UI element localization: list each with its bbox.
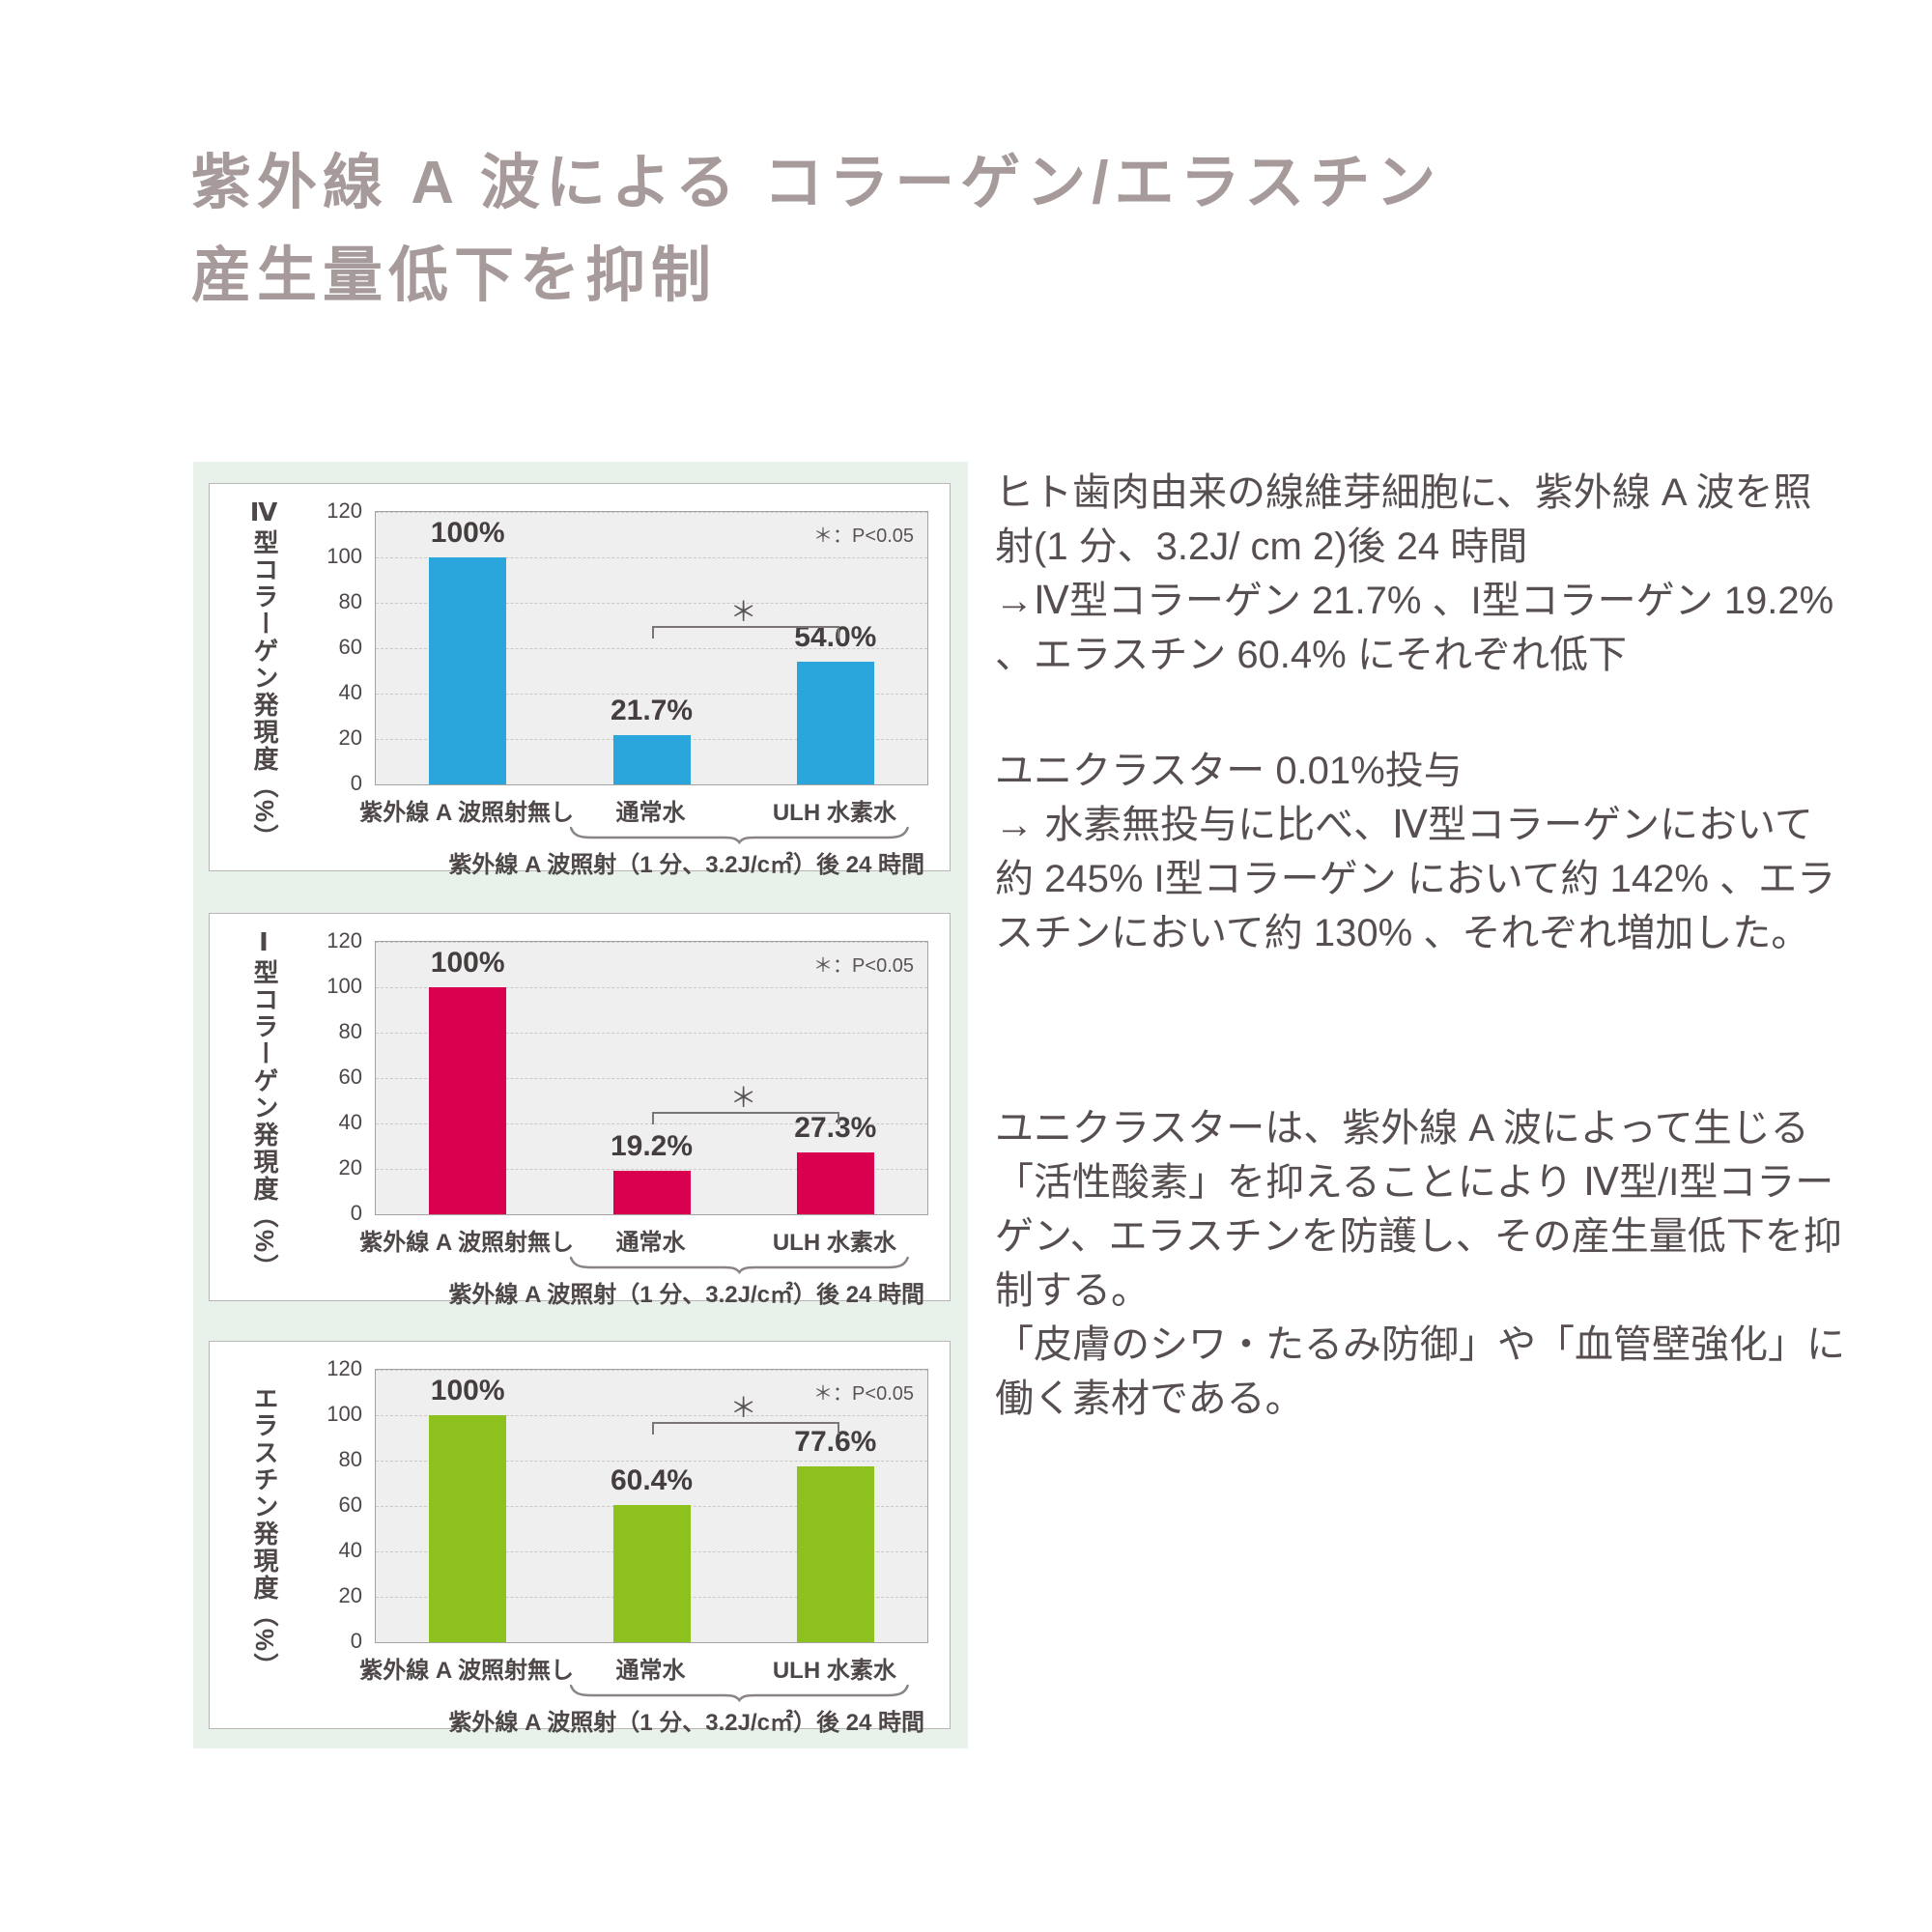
page-title: 紫外線 A 波による コラーゲン/エラスチン 産生量低下を抑制 (191, 137, 1441, 323)
bar-value-label: 100% (430, 1375, 505, 1406)
paragraph-2-segment-1: ユニクラスター 0.01%投与 (995, 750, 1463, 792)
x-category-label: 通常水 (615, 800, 686, 826)
gridline (376, 694, 927, 695)
y-tick-label: 80 (338, 1019, 362, 1043)
bar-value-label: 60.4% (610, 1464, 694, 1497)
x-category-label: 紫外線 A 波照射無し (359, 1230, 575, 1256)
paragraph-3: ユニクラスターは、紫外線 A 波によって生じる「活性酸素」を抑えることにより Ⅳ… (995, 1101, 1845, 1426)
p-value-note: ＊：P<0.05 (813, 1383, 914, 1405)
group-caption: 紫外線 A 波照射（1 分、3.2J/c㎡）後 24 時間 (448, 852, 924, 878)
y-tick-label: 40 (338, 1110, 362, 1134)
y-tick-label: 100 (327, 1402, 362, 1426)
gridline (376, 648, 927, 649)
significance-asterisk: ＊ (729, 1083, 757, 1114)
y-tick-label: 20 (338, 1155, 362, 1179)
y-tick-label: 40 (338, 1538, 362, 1562)
plot-area: 100% 19.2% 27.3% ＊ ＊：P<0.05 (375, 941, 928, 1215)
page-title-line-2: 産生量低下を抑制 (191, 242, 718, 309)
paragraph-1-segment-1: ヒト歯肉由来の線維芽細胞に、紫外線 A 波を照射(1 分、3.2J/ cm 2)… (995, 471, 1812, 568)
gridline (376, 1415, 927, 1416)
p-value-note: ＊：P<0.05 (813, 526, 914, 547)
y-tick-label: 20 (338, 725, 362, 750)
x-category-label: 紫外線 A 波照射無し (359, 800, 575, 826)
bar (612, 1505, 691, 1642)
bar (429, 1415, 507, 1642)
gridline (376, 1078, 927, 1079)
chart-card-2: Ⅰ型コラーゲン発現度（%） 0 20 40 60 80 100 120 100% 19.2% 27.… (209, 913, 951, 1308)
chart-card-1: Ⅳ型コラーゲン発現度（%） 0 20 40 60 80 100 120 100% 21.7% 54.… (209, 483, 951, 878)
gridline (376, 987, 927, 988)
y-tick-label: 0 (350, 771, 362, 795)
plot-area: 100% 60.4% 77.6% ＊ ＊：P<0.05 (375, 1369, 928, 1643)
x-category-label: 紫外線 A 波照射無し (359, 1658, 575, 1684)
group-caption: 紫外線 A 波照射（1 分、3.2J/c㎡）後 24 時間 (448, 1282, 924, 1308)
x-category-label: ULH 水素水 (772, 1658, 896, 1684)
page-title-line-1: 紫外線 A 波による コラーゲン/エラスチン (191, 150, 1442, 216)
bar-value-label: 19.2% (610, 1129, 694, 1162)
gridline (376, 512, 927, 513)
bar-value-label: 100% (430, 517, 505, 549)
group-brace (570, 826, 909, 845)
paragraph-2: ユニクラスター 0.01%投与 → 水素無投与に比べ、Ⅳ型コラーゲンにおいて約 … (995, 744, 1845, 960)
x-category-label: ULH 水素水 (772, 1230, 896, 1256)
group-brace (570, 1684, 909, 1703)
y-axis-title: Ⅰ型コラーゲン発現度（%） (250, 928, 279, 1282)
significance-bracket (651, 1422, 839, 1435)
y-tick-label: 120 (327, 1356, 362, 1380)
bar (612, 735, 691, 784)
x-category-label: 通常水 (615, 1658, 686, 1684)
y-tick-label: 40 (338, 680, 362, 704)
y-axis-title: エラスチン発現度（%） (250, 1385, 279, 1681)
gridline (376, 557, 927, 558)
paragraph-3-segment-2: 「皮膚のシワ・たるみ防御」や「血管壁強化」に働く素材である。 (995, 1323, 1845, 1420)
paragraph-2-segment-2: → 水素無投与に比べ、Ⅳ型コラーゲンにおいて約 245% I型コラーゲン におい… (995, 804, 1836, 954)
bar (796, 662, 874, 784)
paragraph-3-segment-1: ユニクラスターは、紫外線 A 波によって生じる「活性酸素」を抑えることにより Ⅳ… (995, 1107, 1842, 1312)
group-brace (570, 1256, 909, 1275)
gridline (376, 1370, 927, 1371)
y-tick-label: 100 (327, 974, 362, 998)
p-value-note: ＊：P<0.05 (813, 955, 914, 977)
significance-bracket (651, 625, 839, 639)
gridline (376, 603, 927, 604)
bar-value-label: 77.6% (794, 1425, 877, 1458)
y-tick-label: 80 (338, 1447, 362, 1471)
y-tick-label: 60 (338, 1492, 362, 1517)
bar (429, 557, 507, 784)
y-tick-label: 60 (338, 1065, 362, 1089)
paragraph-1: ヒト歯肉由来の線維芽細胞に、紫外線 A 波を照射(1 分、3.2J/ cm 2)… (995, 466, 1845, 682)
paragraph-1-segment-2: →Ⅳ型コラーゲン 21.7% 、I型コラーゲン 19.2% 、エラスチン 60.… (995, 580, 1834, 676)
gridline (376, 1461, 927, 1462)
y-tick-label: 20 (338, 1583, 362, 1607)
y-tick-label: 0 (350, 1201, 362, 1225)
group-caption: 紫外線 A 波照射（1 分、3.2J/c㎡）後 24 時間 (448, 1710, 924, 1736)
gridline (376, 1033, 927, 1034)
y-axis-title: Ⅳ型コラーゲン発現度（%） (250, 498, 279, 852)
y-tick-label: 0 (350, 1629, 362, 1653)
x-category-label: ULH 水素水 (772, 800, 896, 826)
bar (796, 1151, 874, 1214)
gridline (376, 942, 927, 943)
y-tick-label: 120 (327, 498, 362, 523)
plot-area: 100% 21.7% 54.0% ＊＊：P<0.05 (375, 511, 928, 785)
bar-value-label: 27.3% (794, 1111, 877, 1144)
significance-asterisk: ＊ (729, 596, 757, 627)
bar-value-label: 100% (430, 947, 505, 979)
bar-value-label: 21.7% (610, 695, 694, 727)
y-tick-label: 80 (338, 589, 362, 613)
chart-card-3: エラスチン発現度（%） 0 20 40 60 80 100 120 100% 60.4% 77.6%… (209, 1341, 951, 1736)
bar (612, 1170, 691, 1214)
significance-asterisk: ＊ (729, 1393, 757, 1424)
y-tick-label: 120 (327, 928, 362, 952)
y-tick-label: 100 (327, 544, 362, 568)
significance-bracket (651, 1112, 839, 1125)
x-category-label: 通常水 (615, 1230, 686, 1256)
y-tick-label: 60 (338, 635, 362, 659)
bar (429, 987, 507, 1214)
bar (796, 1465, 874, 1642)
gridline (376, 1169, 927, 1170)
